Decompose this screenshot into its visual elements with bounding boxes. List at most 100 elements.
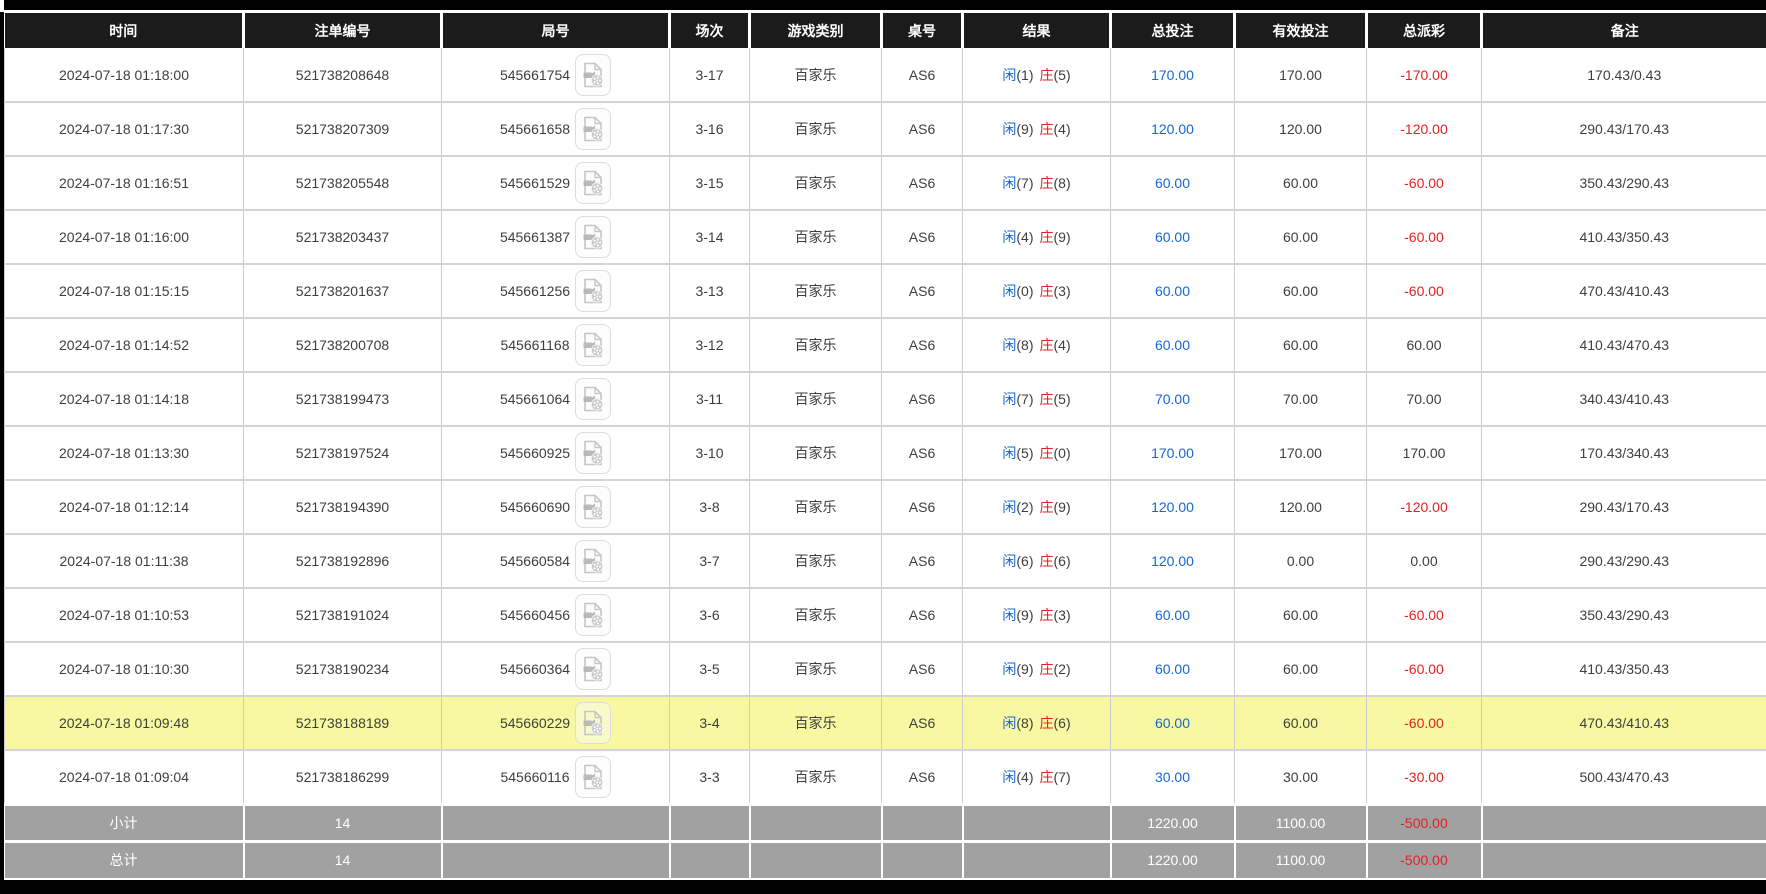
game-type-cell: 百家乐 bbox=[749, 48, 882, 103]
footer-empty-cell bbox=[749, 802, 883, 841]
table-row[interactable]: 2024-07-18 01:16:51 521738205548 5456615… bbox=[4, 156, 1766, 211]
table-row[interactable]: 2024-07-18 01:14:18 521738199473 5456610… bbox=[4, 372, 1766, 427]
table-row[interactable]: 2024-07-18 01:14:52 521738200708 5456611… bbox=[4, 318, 1766, 373]
total-bet-link[interactable]: 60.00 bbox=[1110, 696, 1235, 751]
video-file-icon bbox=[583, 764, 603, 790]
player-result-value: (7) bbox=[1016, 391, 1034, 407]
video-replay-button[interactable] bbox=[575, 702, 612, 744]
video-file-icon bbox=[583, 494, 604, 520]
table-row[interactable]: 2024-07-18 01:18:00 521738208648 5456617… bbox=[4, 48, 1766, 103]
bet-order-id: 521738197524 bbox=[243, 426, 442, 481]
total-bet-link[interactable]: 170.00 bbox=[1110, 48, 1235, 103]
bet-order-id: 521738205548 bbox=[243, 156, 442, 211]
banker-result-label: 庄 bbox=[1039, 553, 1054, 569]
video-replay-button[interactable] bbox=[575, 270, 612, 312]
banker-result-value: (8) bbox=[1053, 175, 1071, 191]
remark-cell: 500.43/470.43 bbox=[1481, 750, 1766, 805]
banker-result-label: 庄 bbox=[1039, 229, 1054, 245]
bet-time: 2024-07-18 01:18:00 bbox=[4, 48, 244, 103]
player-result-value: (2) bbox=[1016, 499, 1034, 515]
table-row[interactable]: 2024-07-18 01:10:53 521738191024 5456604… bbox=[4, 588, 1766, 643]
banker-result-value: (4) bbox=[1053, 337, 1071, 353]
total-bet-link[interactable]: 120.00 bbox=[1110, 102, 1235, 157]
player-result-label: 闲 bbox=[1002, 121, 1017, 137]
video-file-icon bbox=[583, 278, 604, 304]
round-id: 545661168 bbox=[500, 337, 570, 353]
video-replay-button[interactable] bbox=[575, 108, 612, 150]
total-bet-link[interactable]: 60.00 bbox=[1110, 156, 1235, 211]
page-corner bbox=[0, 0, 4, 12]
table-row[interactable]: 2024-07-18 01:11:38 521738192896 5456605… bbox=[4, 534, 1766, 589]
video-replay-button[interactable] bbox=[575, 648, 612, 690]
payout-cell: -170.00 bbox=[1366, 48, 1482, 103]
table-row[interactable]: 2024-07-18 01:10:30 521738190234 5456603… bbox=[4, 642, 1766, 697]
bet-time: 2024-07-18 01:09:48 bbox=[4, 696, 244, 751]
round-id: 545660456 bbox=[499, 607, 571, 623]
player-result-label: 闲 bbox=[1002, 337, 1017, 353]
footer-empty-cell bbox=[669, 839, 751, 878]
remark-cell: 170.43/0.43 bbox=[1481, 48, 1766, 103]
video-replay-button[interactable] bbox=[574, 324, 611, 366]
game-type-cell: 百家乐 bbox=[749, 750, 882, 805]
valid-bet-cell: 60.00 bbox=[1234, 210, 1367, 265]
table-row[interactable]: 2024-07-18 01:15:15 521738201637 5456612… bbox=[4, 264, 1766, 319]
total-bet-link[interactable]: 60.00 bbox=[1110, 210, 1235, 265]
video-replay-button[interactable] bbox=[575, 594, 612, 636]
table-row[interactable]: 2024-07-18 01:16:00 521738203437 5456613… bbox=[4, 210, 1766, 265]
total-bet-link[interactable]: 60.00 bbox=[1110, 588, 1235, 643]
video-replay-button[interactable] bbox=[575, 540, 612, 582]
video-replay-button[interactable] bbox=[575, 216, 612, 258]
table-body: 2024-07-18 01:18:00 521738208648 5456617… bbox=[4, 48, 1766, 805]
game-result-cell: 闲(7) 庄(8) bbox=[962, 156, 1111, 211]
player-result-value: (0) bbox=[1016, 283, 1034, 299]
total-bet-link[interactable]: 60.00 bbox=[1110, 642, 1235, 697]
game-type-cell: 百家乐 bbox=[749, 480, 882, 535]
banker-result-value: (4) bbox=[1053, 121, 1071, 137]
table-row[interactable]: 2024-07-18 01:09:48 521738188189 5456602… bbox=[4, 696, 1766, 751]
total-count: 14 bbox=[243, 839, 443, 878]
payout-cell: 70.00 bbox=[1366, 372, 1482, 427]
game-type-cell: 百家乐 bbox=[749, 534, 882, 589]
table-row[interactable]: 2024-07-18 01:13:30 521738197524 5456609… bbox=[4, 426, 1766, 481]
bet-order-id: 521738208648 bbox=[243, 48, 442, 103]
banker-result-value: (0) bbox=[1053, 445, 1071, 461]
banker-result-label: 庄 bbox=[1039, 175, 1054, 191]
player-result-label: 闲 bbox=[1002, 66, 1017, 83]
total-bet-link[interactable]: 30.00 bbox=[1110, 750, 1235, 805]
banker-result-value: (3) bbox=[1053, 283, 1071, 299]
bet-order-id: 521738191024 bbox=[243, 588, 442, 643]
total-bet-link[interactable]: 120.00 bbox=[1110, 534, 1235, 589]
table-row[interactable]: 2024-07-18 01:12:14 521738194390 5456606… bbox=[4, 480, 1766, 535]
total-bet-link[interactable]: 60.00 bbox=[1110, 264, 1235, 319]
total-bet-link[interactable]: 120.00 bbox=[1110, 480, 1235, 535]
video-replay-button[interactable] bbox=[575, 486, 612, 528]
bet-time: 2024-07-18 01:11:38 bbox=[4, 534, 244, 589]
bet-time: 2024-07-18 01:10:30 bbox=[4, 642, 244, 697]
bet-time: 2024-07-18 01:09:04 bbox=[4, 750, 244, 805]
video-file-icon bbox=[583, 440, 604, 466]
player-result-value: (7) bbox=[1016, 175, 1034, 191]
total-total-bet: 1220.00 bbox=[1110, 839, 1236, 878]
round-id: 545661064 bbox=[499, 391, 571, 407]
total-bet-link[interactable]: 70.00 bbox=[1110, 372, 1235, 427]
video-replay-button[interactable] bbox=[575, 378, 612, 420]
video-replay-button[interactable] bbox=[575, 162, 612, 204]
game-type-cell: 百家乐 bbox=[749, 642, 882, 697]
session-cell: 3-13 bbox=[669, 264, 750, 319]
player-result-label: 闲 bbox=[1002, 175, 1017, 191]
game-type-cell: 百家乐 bbox=[749, 102, 882, 157]
video-replay-button[interactable] bbox=[575, 53, 612, 96]
player-result-value: (1) bbox=[1016, 66, 1034, 83]
bet-order-id: 521738203437 bbox=[243, 210, 442, 265]
table-row[interactable]: 2024-07-18 01:09:04 521738186299 5456601… bbox=[4, 750, 1766, 805]
round-id: 545661658 bbox=[499, 121, 571, 137]
banker-result-value: (6) bbox=[1053, 553, 1071, 569]
session-cell: 3-8 bbox=[669, 480, 750, 535]
total-bet-link[interactable]: 170.00 bbox=[1110, 426, 1235, 481]
table-no-cell: AS6 bbox=[881, 156, 963, 211]
total-bet-link[interactable]: 60.00 bbox=[1110, 318, 1235, 373]
video-replay-button[interactable] bbox=[575, 432, 612, 474]
round-cell: 545660925 bbox=[441, 426, 670, 481]
video-replay-button[interactable] bbox=[574, 755, 611, 798]
table-row[interactable]: 2024-07-18 01:17:30 521738207309 5456616… bbox=[4, 102, 1766, 157]
